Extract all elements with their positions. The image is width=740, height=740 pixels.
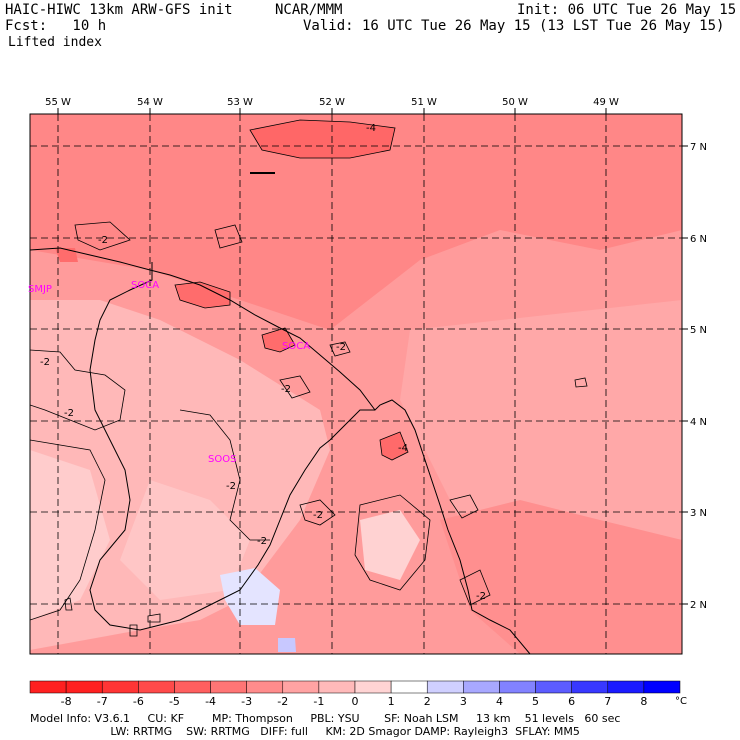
colorbar-swatch [138, 680, 175, 694]
colorbar-tick-label: -8 [60, 695, 72, 708]
colorbar-tick-label: 8 [640, 695, 648, 708]
contour-label: -2 [98, 235, 108, 246]
contour-label: -4 [366, 123, 376, 134]
lon-label: 55 W [45, 97, 71, 108]
lifted-index-field [30, 114, 682, 654]
forecast-hour: Fcst: 10 h [5, 18, 107, 34]
lat-label: 6 N [690, 234, 707, 245]
lat-lon-grid [30, 114, 682, 654]
colorbar-swatch [607, 680, 645, 694]
colorbar-tick-label: -3 [241, 695, 253, 708]
org-label: NCAR/MMM [275, 2, 343, 18]
colorbar-swatch [246, 680, 284, 694]
field-name: Lifted index [8, 35, 102, 50]
colorbar-swatch [318, 680, 356, 694]
colorbar-tick-label: -6 [132, 695, 144, 708]
colorbar-tick-label: 5 [532, 695, 540, 708]
colorbar-tick-label: 2 [423, 695, 431, 708]
contour-label: -2 [257, 536, 267, 547]
lon-label: 53 W [227, 97, 253, 108]
lon-label: 49 W [593, 97, 619, 108]
model-title: HAIC-HIWC 13km ARW-GFS init [5, 2, 233, 18]
contour-label: -2 [476, 591, 486, 602]
contour-label: -2 [336, 342, 346, 353]
contour-label: -2 [40, 357, 50, 368]
coastline-borders [30, 247, 531, 654]
colorbar-tick-label: -1 [313, 695, 325, 708]
colorbar-swatch [210, 680, 247, 694]
colorbar-swatch [535, 680, 572, 694]
lat-label: 2 N [690, 600, 707, 611]
lon-label: 52 W [319, 97, 345, 108]
station-label: SMJP [28, 284, 52, 295]
init-time: Init: 06 UTC Tue 26 May 15 [517, 2, 737, 18]
colorbar-swatch [571, 680, 609, 694]
colorbar-tick-label: 3 [459, 695, 467, 708]
station-label: SOCA [131, 280, 159, 291]
model-info-line1: Model Info: V3.6.1 CU: KF MP: Thompson P… [30, 712, 621, 725]
colorbar-swatch [65, 680, 103, 694]
contour-label: -4 [398, 443, 408, 454]
lat-label: 4 N [690, 417, 707, 428]
lat-label: 5 N [690, 325, 707, 336]
colorbar-swatch [463, 680, 500, 694]
colorbar-tick-label: 4 [495, 695, 503, 708]
colorbar [29, 680, 681, 694]
colorbar-swatch [29, 680, 67, 694]
contour-label: -2 [281, 384, 291, 395]
valid-time: Valid: 16 UTC Tue 26 May 15 (13 LST Tue … [303, 18, 725, 34]
colorbar-swatch [282, 680, 320, 694]
lon-label: 54 W [137, 97, 163, 108]
contour-label: -2 [226, 481, 236, 492]
station-label: SOCA [282, 341, 310, 352]
colorbar-tick-label: 6 [568, 695, 576, 708]
lon-label: 50 W [502, 97, 528, 108]
colorbar-swatch [354, 680, 392, 694]
colorbar-swatch [426, 680, 464, 694]
colorbar-swatch [643, 680, 681, 694]
lat-label: 3 N [690, 508, 707, 519]
colorbar-swatch [101, 680, 139, 694]
colorbar-tick-label: -5 [168, 695, 180, 708]
station-label: SOOS [208, 454, 236, 465]
colorbar-unit: °C [675, 696, 687, 707]
model-info-line2: LW: RRTMG SW: RRTMG DIFF: full KM: 2D Sm… [30, 725, 580, 738]
colorbar-tick-label: 1 [387, 695, 395, 708]
contour-label: -2 [64, 408, 74, 419]
colorbar-swatch [499, 680, 536, 694]
lon-label: 51 W [411, 97, 437, 108]
colorbar-tick-label: -2 [277, 695, 289, 708]
colorbar-swatch [174, 680, 211, 694]
colorbar-tick-label: -7 [96, 695, 108, 708]
lat-label: 7 N [690, 142, 707, 153]
contour-label: -2 [313, 510, 323, 521]
map-frame [29, 113, 683, 655]
colorbar-tick-label: 0 [351, 695, 359, 708]
colorbar-tick-label: -4 [205, 695, 217, 708]
colorbar-swatch [390, 680, 428, 694]
colorbar-tick-label: 7 [604, 695, 612, 708]
